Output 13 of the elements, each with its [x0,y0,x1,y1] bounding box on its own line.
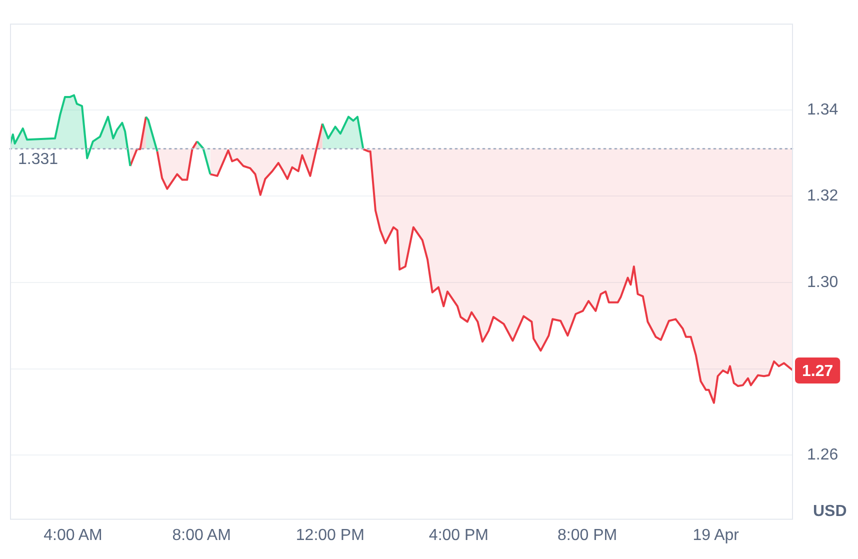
y-tick-label: 1.30 [807,274,838,291]
x-tick-label: 4:00 AM [44,526,102,544]
x-tick-label: 8:00 AM [172,526,231,544]
x-tick-label: 4:00 PM [428,526,489,544]
x-tick-label: 12:00 PM [296,526,364,544]
x-tick-label: 8:00 PM [557,526,618,544]
y-axis-title: USD [813,503,847,520]
y-tick-label: 1.34 [807,101,838,118]
x-tick-label: 19 Apr [692,526,740,544]
ref-line-label: 1.331 [18,151,58,168]
annotation: 1.27 [802,362,834,380]
y-tick-label: 1.32 [807,188,838,205]
y-tick-label: 1.26 [807,446,838,464]
